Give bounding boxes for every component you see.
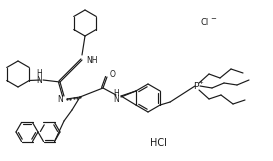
Text: N: N [113,95,119,104]
Text: O: O [110,70,116,79]
Text: HCl: HCl [150,138,167,148]
Text: H: H [113,89,119,98]
Text: −: − [210,16,216,22]
Text: P: P [193,81,199,90]
Text: Cl: Cl [201,18,209,27]
Text: H: H [36,68,42,77]
Text: N: N [36,76,42,85]
Text: +: + [199,80,203,85]
Text: NH: NH [86,56,97,65]
Text: N: N [57,95,63,104]
